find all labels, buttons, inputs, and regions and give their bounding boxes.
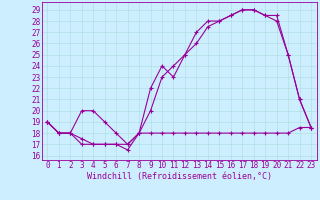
X-axis label: Windchill (Refroidissement éolien,°C): Windchill (Refroidissement éolien,°C) [87, 172, 272, 181]
